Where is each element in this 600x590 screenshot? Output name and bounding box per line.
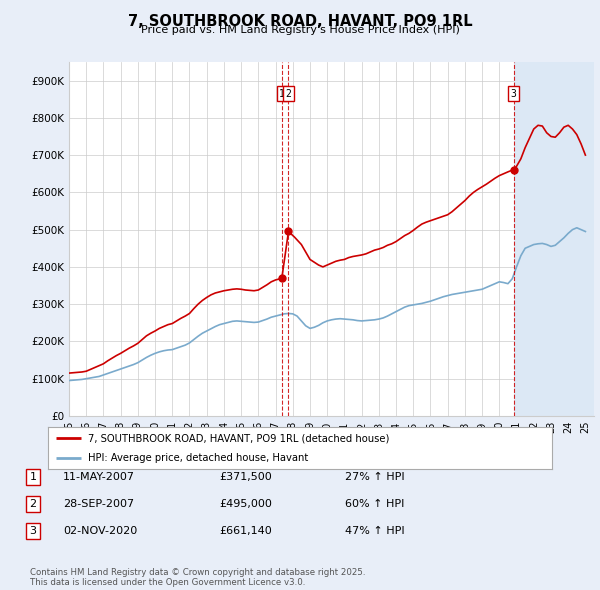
Bar (514, 62, 594, 416)
Text: 1: 1 (29, 472, 37, 481)
Text: 02-NOV-2020: 02-NOV-2020 (63, 526, 137, 536)
Text: 3: 3 (511, 89, 517, 99)
Text: 27% ↑ HPI: 27% ↑ HPI (345, 472, 404, 481)
Text: Contains HM Land Registry data © Crown copyright and database right 2025.
This d: Contains HM Land Registry data © Crown c… (30, 568, 365, 587)
Text: 3: 3 (29, 526, 37, 536)
Text: £371,500: £371,500 (219, 472, 272, 481)
Text: Price paid vs. HM Land Registry's House Price Index (HPI): Price paid vs. HM Land Registry's House … (140, 25, 460, 35)
Text: 47% ↑ HPI: 47% ↑ HPI (345, 526, 404, 536)
Text: 2: 2 (29, 499, 37, 509)
Text: 2: 2 (286, 89, 292, 99)
Text: 28-SEP-2007: 28-SEP-2007 (63, 499, 134, 509)
Text: 11-MAY-2007: 11-MAY-2007 (63, 472, 135, 481)
Text: £661,140: £661,140 (219, 526, 272, 536)
Text: 7, SOUTHBROOK ROAD, HAVANT, PO9 1RL (detached house): 7, SOUTHBROOK ROAD, HAVANT, PO9 1RL (det… (88, 433, 389, 443)
Text: 7, SOUTHBROOK ROAD, HAVANT, PO9 1RL: 7, SOUTHBROOK ROAD, HAVANT, PO9 1RL (128, 14, 472, 28)
Text: £495,000: £495,000 (219, 499, 272, 509)
Text: 1: 1 (279, 89, 285, 99)
Text: HPI: Average price, detached house, Havant: HPI: Average price, detached house, Hava… (88, 453, 308, 463)
Text: 60% ↑ HPI: 60% ↑ HPI (345, 499, 404, 509)
